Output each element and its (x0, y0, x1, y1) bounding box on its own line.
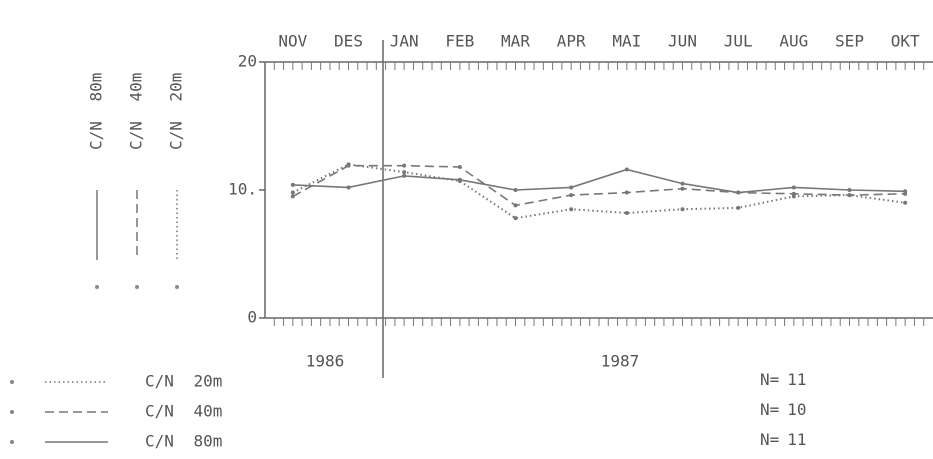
series-line (292, 168, 906, 194)
x-tick-label: NOV (278, 32, 307, 51)
series-line (292, 163, 906, 220)
x-tick-label: JAN (390, 32, 419, 51)
data-point (624, 211, 629, 216)
legend-dot-rotated (135, 285, 139, 289)
data-point (736, 205, 741, 210)
legend-dot (10, 380, 14, 384)
n-prefix: N= (760, 430, 779, 449)
legend-dot-rotated (95, 285, 99, 289)
data-point (680, 186, 685, 191)
legend-label-rotated: C/N 40m (127, 73, 146, 150)
data-point (290, 194, 295, 199)
series-line (292, 164, 906, 207)
n-value: 11 (787, 370, 806, 389)
n-prefix: N= (760, 370, 779, 389)
data-point (402, 170, 407, 175)
data-point (346, 185, 351, 190)
data-point (513, 216, 518, 221)
n-label: N= 11 (760, 430, 807, 449)
data-point (569, 193, 574, 198)
data-point (624, 167, 629, 172)
n-label: N= 10 (760, 400, 807, 419)
year-label: 1987 (601, 352, 640, 371)
x-tick-label: MAI (612, 32, 641, 51)
data-point (569, 207, 574, 212)
year-label: 1986 (306, 352, 345, 371)
x-tick-label: AUG (779, 32, 808, 51)
data-point (791, 191, 796, 196)
data-point (402, 173, 407, 178)
legend-label: C/N 40m (145, 402, 222, 421)
data-point (847, 188, 852, 192)
data-point (903, 200, 908, 205)
data-point (624, 190, 629, 195)
data-point (513, 203, 518, 208)
data-point (290, 182, 295, 187)
data-point (346, 163, 351, 168)
data-point (791, 185, 796, 190)
data-point (903, 189, 908, 194)
data-point (457, 164, 462, 169)
data-point (736, 190, 741, 195)
x-tick-label: MAR (501, 32, 530, 51)
legend-dot (10, 440, 14, 444)
x-tick-label: DES (334, 32, 363, 51)
y-tick-label: 0 (247, 308, 257, 327)
n-value: 11 (787, 430, 806, 449)
legend-label: C/N 20m (145, 372, 222, 391)
data-point (402, 163, 407, 168)
legend-dot (10, 410, 14, 414)
data-point (847, 193, 852, 198)
data-point (680, 181, 685, 186)
legend-label-rotated: C/N 20m (167, 73, 186, 150)
x-tick-label: OKT (891, 32, 920, 51)
data-point (513, 188, 518, 192)
data-point (680, 207, 685, 212)
data-point (569, 185, 574, 190)
data-point (457, 177, 462, 182)
x-tick-label: APR (557, 32, 586, 51)
y-tick-label: 20 (238, 52, 257, 71)
legend-label: C/N 80m (145, 432, 222, 451)
x-tick-label: FEB (445, 32, 474, 51)
n-prefix: N= (760, 400, 779, 419)
data-point (290, 190, 295, 195)
x-tick-label: JUN (668, 32, 697, 51)
n-value: 10 (787, 400, 806, 419)
x-tick-label: JUL (724, 32, 753, 51)
y-tick-label: 10. (228, 180, 257, 199)
x-tick-label: SEP (835, 32, 864, 51)
n-label: N= 11 (760, 370, 807, 389)
legend-dot-rotated (175, 285, 179, 289)
legend-label-rotated: C/N 80m (87, 73, 106, 150)
